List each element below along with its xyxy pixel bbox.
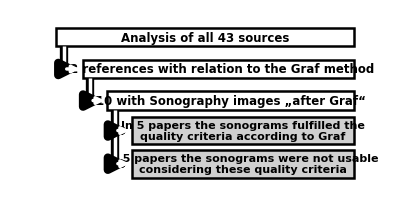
Text: 22 references with relation to the Graf method: 22 references with relation to the Graf … <box>62 63 374 76</box>
FancyBboxPatch shape <box>132 150 354 178</box>
Text: Analysis of all 43 sources: Analysis of all 43 sources <box>121 32 289 45</box>
Text: 10 with Sonography images „after Graf“: 10 with Sonography images „after Graf“ <box>96 95 366 108</box>
FancyBboxPatch shape <box>56 29 354 47</box>
FancyBboxPatch shape <box>107 92 354 110</box>
Text: In 5 papers the sonograms fulfilled the
quality criteria according to Graf: In 5 papers the sonograms fulfilled the … <box>121 120 365 142</box>
FancyBboxPatch shape <box>82 61 354 79</box>
FancyBboxPatch shape <box>132 117 354 145</box>
Text: In 5 papers the sonograms were not usable
considering these quality criteria: In 5 papers the sonograms were not usabl… <box>107 153 379 175</box>
